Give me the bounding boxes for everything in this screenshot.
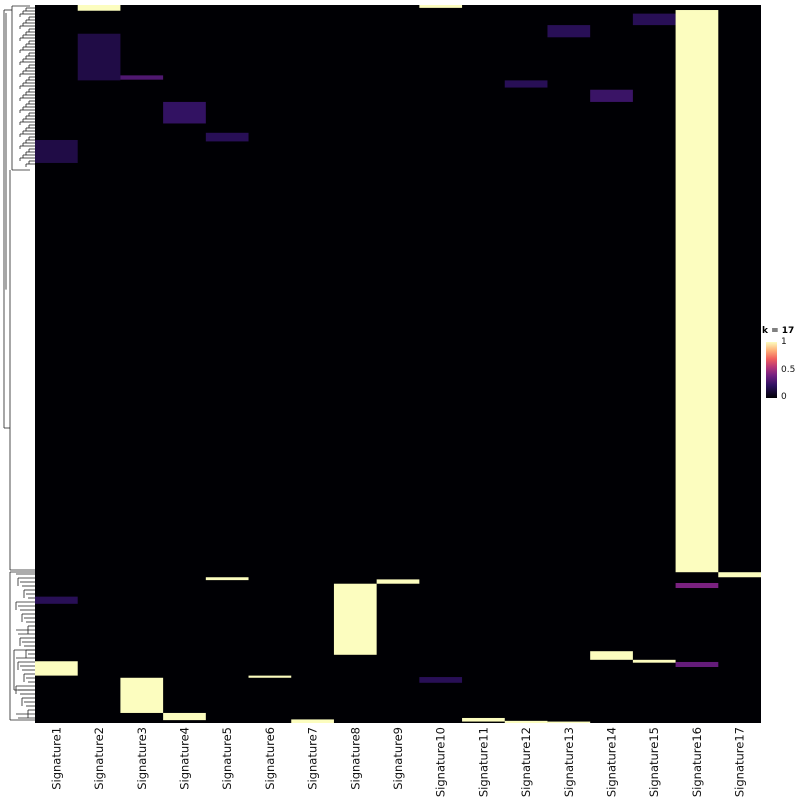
column-label: Signature13 (562, 727, 576, 797)
column-label: Signature3 (135, 727, 149, 790)
heatmap-cell (205, 577, 249, 581)
heatmap-cell (291, 719, 334, 723)
heatmap-cell (376, 579, 420, 584)
column-label: Signature15 (647, 727, 661, 797)
column-label: Signature5 (220, 727, 234, 790)
heatmap-cell (675, 10, 719, 573)
legend-tick-mark (777, 397, 780, 398)
column-label: Signature11 (476, 727, 490, 797)
legend-tick-label: 0 (781, 392, 787, 402)
heatmap-cell (77, 33, 121, 81)
heatmap-cell (718, 572, 761, 578)
legend-tick-mark (777, 343, 780, 344)
column-label: Signature14 (605, 727, 619, 797)
legend-tick-label: 0.5 (781, 365, 796, 375)
column-label: Signature10 (434, 727, 448, 797)
column-label: Signature12 (519, 727, 533, 797)
heatmap-cell (35, 661, 78, 676)
heatmap-cell (590, 89, 633, 102)
heatmap-cell (35, 139, 78, 163)
heatmap-cell (675, 661, 719, 667)
legend-title: k = 17 (762, 326, 795, 336)
legend-tick-label: 1 (781, 337, 787, 347)
column-label: Signature2 (92, 727, 106, 790)
heatmap-cell (35, 596, 78, 604)
column-label: Signature6 (263, 727, 277, 790)
column-label: Signature7 (306, 727, 320, 790)
heatmap-cell (632, 659, 676, 663)
column-label: Signature4 (177, 727, 191, 790)
column-label: Signature9 (391, 727, 405, 790)
heatmap-cell (504, 720, 548, 723)
legend-tick-mark (777, 370, 780, 371)
heatmap-cell (462, 717, 505, 722)
heatmap-cell (590, 651, 633, 660)
column-label: Signature17 (733, 727, 747, 797)
heatmap-background (35, 5, 761, 723)
heatmap-cell (419, 5, 463, 8)
heatmap-cell (632, 13, 676, 26)
heatmap-cell (77, 5, 121, 11)
heatmap-cell (163, 712, 206, 721)
heatmap-cell (675, 582, 719, 589)
heatmap-cell (205, 132, 249, 142)
legend-colorbar (766, 342, 777, 398)
heatmap-cell (547, 25, 591, 38)
heatmap-cell (547, 721, 591, 723)
column-label: Signature8 (348, 727, 362, 790)
heatmap-cell (419, 677, 463, 683)
column-label: Signature1 (49, 727, 63, 790)
column-label: Signature16 (690, 727, 704, 797)
color-legend: k = 17 1 0.5 0 (762, 326, 800, 406)
row-dendrogram (3, 5, 35, 721)
heatmap-cell (333, 583, 377, 655)
heatmap-cell (163, 101, 206, 124)
heatmap-cell (504, 80, 548, 88)
heatmap-cell (248, 675, 292, 678)
heatmap-cell (120, 75, 164, 80)
heatmap-cell (120, 677, 164, 713)
